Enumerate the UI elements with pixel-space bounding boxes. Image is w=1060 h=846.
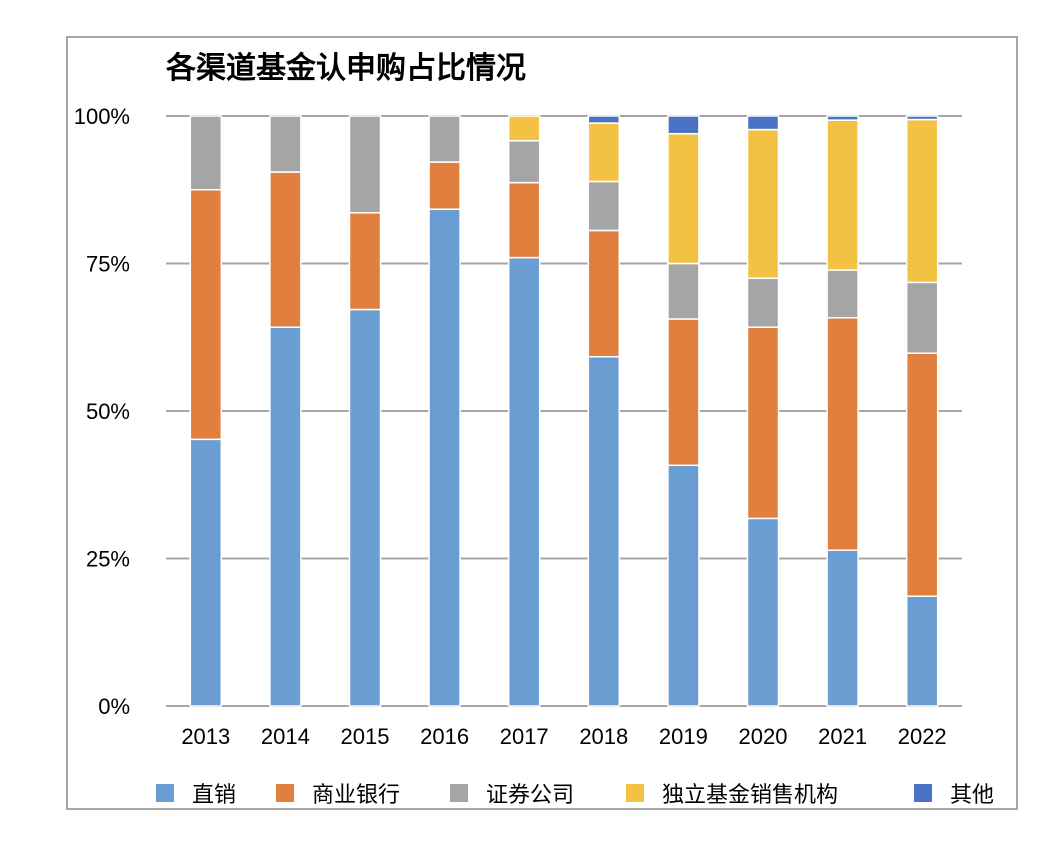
bar-segment-2022-5	[905, 115, 939, 121]
y-tick-label: 100%	[74, 104, 130, 129]
bars	[189, 115, 939, 707]
bar-segment-2018-4	[587, 122, 621, 183]
legend-label-1: 直销	[192, 783, 236, 808]
bar-segment-2014-2	[269, 171, 302, 328]
y-tick-label: 25%	[86, 547, 130, 572]
x-axis-ticks: 2013 2014 2015 2016 2017 2018 2019 2020 2021 2022	[181, 724, 946, 749]
bar-segment-2016-1	[428, 208, 461, 707]
bar-segment-2017-2	[507, 181, 541, 259]
x-tick-label-2014: 2014	[261, 724, 310, 749]
x-tick-label-2021: 2021	[818, 724, 867, 749]
bar-segment-2014-3	[269, 115, 302, 173]
legend-label-4: 独立基金销售机构	[662, 783, 838, 808]
bar-segment-2014-1	[269, 326, 302, 707]
bar-segment-2021-2	[826, 317, 859, 551]
bar-segment-2019-5	[667, 115, 700, 135]
x-tick-label-2020: 2020	[739, 724, 788, 749]
bar-segment-2015-3	[348, 115, 382, 214]
y-tick-label: 0%	[98, 694, 130, 719]
legend-swatch-3	[450, 784, 468, 802]
bar-segment-2019-3	[667, 262, 700, 320]
x-tick-label-2022: 2022	[898, 724, 947, 749]
legend-label-3: 证券公司	[486, 783, 574, 808]
bar-segment-2020-2	[746, 326, 780, 520]
bar-segment-2017-1	[507, 256, 541, 707]
x-tick-label-2015: 2015	[341, 724, 390, 749]
x-tick-label-2019: 2019	[659, 724, 708, 749]
bar-segment-2021-3	[826, 269, 859, 319]
bar-segment-2022-2	[905, 352, 939, 598]
bar-segment-2022-1	[905, 595, 939, 707]
legend-label-5: 其他	[950, 783, 994, 808]
legend-swatch-4	[626, 784, 644, 802]
bar-segment-2013-1	[189, 438, 223, 707]
bar-segment-2022-3	[905, 281, 939, 354]
legend-swatch-2	[276, 784, 294, 802]
bar-segment-2020-3	[746, 277, 780, 328]
bar-segment-2019-4	[667, 132, 700, 265]
bar-segment-2020-1	[746, 517, 780, 707]
bar-segment-2019-2	[667, 318, 700, 467]
y-tick-label: 75%	[86, 252, 130, 277]
bar-segment-2017-4	[507, 115, 541, 142]
bar-segment-2021-1	[826, 549, 859, 707]
stacked-bar-chart: 各渠道基金认申购占比情况 0%25%50%75%100% 2013 2014 201…	[74, 51, 994, 808]
chart-frame: 各渠道基金认申购占比情况 0% 25% 50% 75% 100% 2013 2014 201…	[66, 36, 1018, 810]
x-tick-label-2018: 2018	[579, 724, 628, 749]
bar-segment-2021-5	[826, 115, 859, 121]
bar-segment-2016-2	[428, 161, 461, 210]
bar-segment-2019-1	[667, 464, 700, 707]
bar-segment-2017-3	[507, 140, 541, 184]
x-tick-label-2016: 2016	[420, 724, 469, 749]
bar-segment-2015-1	[348, 308, 382, 707]
bar-segment-2022-4	[905, 118, 939, 284]
bar-segment-2013-3	[189, 115, 223, 191]
bar-segment-2021-4	[826, 119, 859, 271]
bar-segment-2020-5	[746, 115, 780, 131]
y-tick-label: 50%	[86, 399, 130, 424]
bar-segment-2018-2	[587, 229, 621, 358]
legend-label-2: 商业银行	[312, 783, 400, 808]
bar-segment-2015-2	[348, 212, 382, 311]
x-tick-label-2017: 2017	[500, 724, 549, 749]
legend-swatch-5	[914, 784, 932, 802]
bar-segment-2016-3	[428, 115, 461, 163]
bar-segment-2018-1	[587, 355, 621, 707]
bar-segment-2020-4	[746, 128, 780, 279]
legend-swatch-1	[156, 784, 174, 802]
bar-segment-2013-2	[189, 189, 223, 441]
bar-segment-2018-5	[587, 115, 621, 124]
y-axis-ticks: 0% 25% 50% 75% 100%	[74, 104, 130, 719]
bar-segment-2018-3	[587, 180, 621, 232]
x-tick-label-2013: 2013	[181, 724, 230, 749]
chart-title: 各渠道基金认申购占比情况	[165, 51, 526, 86]
legend: 直销 商业银行 证券公司 独立基金销售机构 其他	[156, 783, 994, 808]
